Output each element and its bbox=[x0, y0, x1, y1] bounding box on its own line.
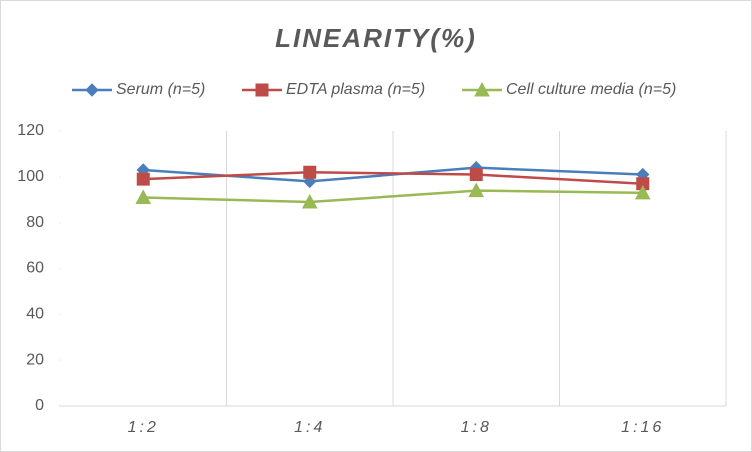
marker bbox=[303, 165, 317, 179]
chart-title: LINEARITY(%) bbox=[275, 23, 477, 53]
x-tick-label: 1:16 bbox=[621, 419, 664, 436]
y-tick-label: 120 bbox=[17, 122, 44, 139]
marker bbox=[135, 189, 152, 204]
marker bbox=[634, 184, 651, 200]
y-tick-label: 20 bbox=[26, 351, 44, 368]
x-tick-label: 1:8 bbox=[461, 419, 492, 436]
marker bbox=[469, 168, 483, 182]
marker bbox=[136, 172, 150, 186]
marker bbox=[85, 83, 99, 97]
legend-label: EDTA plasma (n=5) bbox=[286, 81, 425, 98]
marker bbox=[474, 81, 490, 97]
marker bbox=[468, 182, 485, 198]
x-tick-label: 1:2 bbox=[128, 419, 159, 436]
y-tick-label: 60 bbox=[26, 260, 44, 277]
marker bbox=[301, 193, 318, 209]
marker bbox=[255, 83, 269, 97]
y-tick-label: 100 bbox=[17, 168, 44, 185]
y-tick-label: 40 bbox=[26, 306, 44, 323]
x-tick-label: 1:4 bbox=[294, 419, 325, 436]
y-tick-label: 80 bbox=[26, 214, 44, 231]
legend-label: Serum (n=5) bbox=[116, 81, 205, 98]
y-tick-label: 0 bbox=[35, 397, 44, 414]
series-line bbox=[143, 170, 643, 185]
series-line bbox=[143, 189, 643, 204]
legend-label: Cell culture media (n=5) bbox=[506, 81, 676, 98]
